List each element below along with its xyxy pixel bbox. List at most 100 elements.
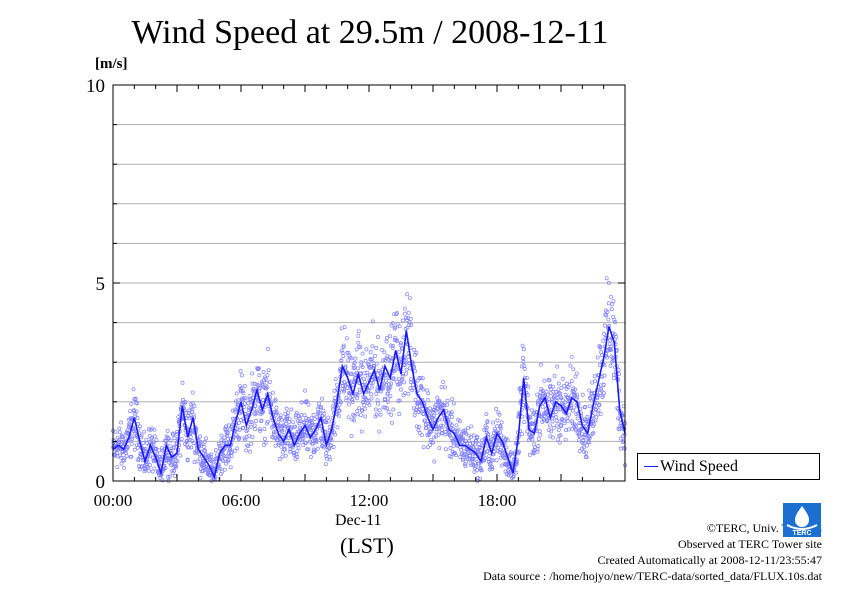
data-point xyxy=(129,437,134,441)
data-point xyxy=(441,379,446,384)
data-point xyxy=(400,374,405,378)
data-point xyxy=(331,407,336,412)
data-point xyxy=(575,395,580,400)
data-point xyxy=(581,441,586,446)
data-point xyxy=(584,455,589,460)
data-point xyxy=(602,331,607,336)
data-point xyxy=(367,402,372,407)
data-point xyxy=(484,425,489,430)
data-point xyxy=(356,329,361,334)
data-point xyxy=(370,319,375,324)
data-point xyxy=(271,390,275,395)
data-point xyxy=(612,318,617,322)
data-point xyxy=(282,443,287,448)
data-point xyxy=(297,440,302,445)
data-point xyxy=(440,427,444,432)
data-point xyxy=(198,476,203,480)
data-point xyxy=(332,399,337,403)
data-point xyxy=(572,392,577,397)
data-point xyxy=(154,438,159,442)
data-point xyxy=(262,436,267,441)
data-point xyxy=(125,428,130,432)
data-point xyxy=(439,423,444,428)
data-point xyxy=(369,392,374,397)
data-point xyxy=(360,364,365,369)
data-point xyxy=(202,439,207,444)
data-point xyxy=(419,409,424,414)
data-point xyxy=(186,445,191,450)
data-point xyxy=(256,366,261,371)
data-point xyxy=(374,346,379,350)
data-point xyxy=(454,453,458,458)
data-point xyxy=(353,356,358,361)
data-point xyxy=(342,388,347,393)
data-point xyxy=(240,389,245,394)
data-point xyxy=(523,375,528,380)
data-point xyxy=(606,301,611,306)
data-point xyxy=(391,407,396,412)
data-point xyxy=(372,364,377,369)
data-point xyxy=(230,416,235,421)
data-point xyxy=(556,381,561,386)
data-point xyxy=(596,408,601,413)
data-point xyxy=(163,466,168,471)
data-point xyxy=(318,436,323,441)
data-point xyxy=(611,314,616,319)
data-point xyxy=(547,378,552,383)
data-point xyxy=(142,429,147,434)
data-point xyxy=(483,456,488,460)
data-point xyxy=(326,446,331,450)
data-point xyxy=(127,421,132,426)
data-point xyxy=(117,430,122,435)
data-point xyxy=(250,435,255,440)
data-point xyxy=(140,441,145,446)
data-point xyxy=(255,410,260,415)
data-point xyxy=(233,409,238,414)
data-point xyxy=(428,430,433,434)
data-point xyxy=(370,380,375,385)
data-point xyxy=(349,379,354,384)
data-point xyxy=(514,470,519,475)
data-point xyxy=(562,421,567,426)
data-point xyxy=(360,408,365,413)
data-point xyxy=(408,296,412,300)
data-point xyxy=(550,435,555,440)
data-point xyxy=(268,379,272,384)
data-point xyxy=(265,385,270,390)
data-point xyxy=(134,443,139,448)
data-point xyxy=(606,317,611,322)
data-point xyxy=(547,397,552,402)
data-point xyxy=(540,404,545,409)
data-point xyxy=(506,473,511,478)
data-point xyxy=(329,438,334,442)
data-point xyxy=(265,419,270,424)
data-point xyxy=(526,384,531,389)
data-point xyxy=(551,389,556,394)
data-point xyxy=(463,464,468,468)
data-point xyxy=(407,323,412,328)
data-point xyxy=(414,407,419,412)
data-point xyxy=(460,457,465,462)
data-point xyxy=(378,389,383,394)
data-point xyxy=(352,361,357,365)
data-point xyxy=(484,428,489,433)
data-point xyxy=(395,322,400,327)
data-point xyxy=(560,376,565,381)
data-point xyxy=(405,317,409,322)
data-point xyxy=(567,412,572,417)
data-point xyxy=(388,385,393,390)
data-point xyxy=(356,345,361,349)
data-point xyxy=(527,452,532,457)
data-point xyxy=(591,422,596,427)
data-point xyxy=(467,438,472,443)
data-point xyxy=(588,434,593,438)
data-point xyxy=(412,413,417,418)
data-point xyxy=(547,423,552,428)
data-point xyxy=(517,449,522,454)
data-point xyxy=(428,406,432,411)
data-point xyxy=(613,320,618,325)
data-point xyxy=(317,401,322,406)
data-point xyxy=(185,458,190,463)
data-point xyxy=(207,472,212,477)
data-point xyxy=(261,409,266,414)
